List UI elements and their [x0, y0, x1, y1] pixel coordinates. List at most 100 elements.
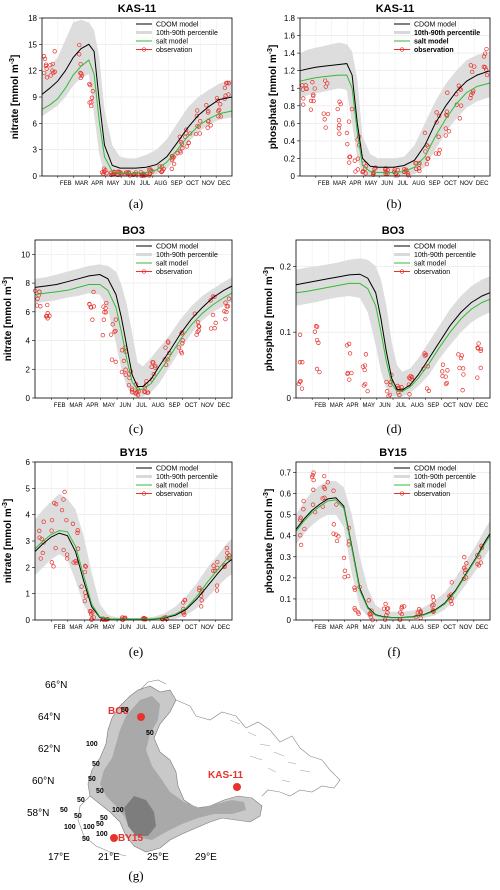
- observation-point: [296, 381, 301, 387]
- x-tick-label: DEC: [217, 625, 230, 631]
- observation-point: [443, 381, 449, 387]
- observation-point: [384, 606, 390, 611]
- x-tick-label: JUN: [379, 403, 391, 409]
- observation-point: [384, 379, 389, 385]
- y-tick-label: 18: [28, 14, 37, 23]
- observation-point: [150, 360, 155, 365]
- chart-panel-f: 0 0.1 0.2 0.3 0.4 0.5 0.6 0.7 FEB MAR APR MAY JUN JUL…: [263, 447, 491, 659]
- observation-point: [331, 522, 336, 527]
- observation-point: [352, 158, 357, 163]
- x-tick-label: FEB: [60, 181, 72, 187]
- observation-point: [337, 123, 342, 128]
- legend-label-cdom: CDOM model: [156, 466, 199, 473]
- station-marker: [233, 783, 241, 791]
- x-tick-label: JUL: [396, 625, 407, 631]
- observation-point: [422, 353, 427, 358]
- observation-point: [336, 118, 342, 123]
- observation-point: [187, 131, 193, 136]
- observation-point: [161, 166, 166, 172]
- observation-point: [90, 317, 95, 322]
- observation-point: [180, 338, 185, 343]
- observation-point: [87, 82, 93, 88]
- x-tick-label: JUN: [119, 625, 131, 631]
- x-tick-label: SEP: [169, 403, 181, 409]
- observation-point: [311, 477, 316, 483]
- observation-point: [470, 69, 475, 75]
- longitude-label: 25°E: [147, 852, 169, 863]
- observation-point: [194, 332, 199, 337]
- observation-point: [206, 108, 211, 114]
- y-tick-label: 2: [26, 365, 31, 374]
- y-tick-label: 0: [287, 616, 292, 625]
- y-tick-label: 5: [26, 484, 31, 493]
- observation-point: [399, 385, 404, 390]
- observation-point: [458, 103, 464, 108]
- legend-label-obs: observation: [414, 47, 454, 54]
- observation-point: [345, 371, 350, 377]
- observation-point: [416, 166, 422, 171]
- y-tick-label: 1.8: [284, 14, 296, 23]
- observation-point: [218, 114, 223, 119]
- observation-point: [166, 340, 171, 345]
- observation-point: [75, 528, 80, 533]
- x-tick-label: DEC: [218, 181, 231, 187]
- observation-point: [214, 583, 220, 588]
- observation-point: [341, 555, 347, 561]
- legend-label-cdom: CDOM model: [156, 22, 199, 29]
- observation-point: [50, 61, 55, 67]
- observation-point: [321, 111, 326, 116]
- x-tick-label: APR: [91, 181, 104, 187]
- y-tick-label: 10: [21, 250, 30, 259]
- x-tick-label: OCT: [185, 625, 198, 631]
- depth-label: 100: [112, 807, 124, 814]
- chart-panel-e: 0 1 2 3 4 5 6 FEB MAR APR MAY JUN JUL AUG SEP OCT NOV DEC…: [2, 447, 233, 659]
- observation-point: [362, 367, 367, 373]
- salt-model-line: [295, 499, 491, 619]
- observation-point: [300, 360, 305, 365]
- observation-point: [334, 532, 339, 537]
- y-tick-label: 12: [28, 67, 37, 76]
- finnish-coastline: [175, 699, 341, 797]
- observation-point: [180, 341, 185, 346]
- swedish-coastline: [77, 679, 167, 857]
- observation-point: [456, 83, 461, 88]
- x-tick-label: SEP: [427, 625, 439, 631]
- observation-point: [331, 488, 336, 493]
- observation-point: [413, 160, 418, 166]
- depth-label: 50: [96, 821, 104, 828]
- observation-point: [429, 603, 435, 608]
- y-tick-label: 0.1: [280, 595, 292, 604]
- chart-panel-c: 0 2 4 6 8 10 FEB MAR APR MAY JUN JUL AUG SEP OCT NOV DEC…: [2, 225, 233, 436]
- observation-point: [216, 108, 221, 114]
- x-tick-label: JUL: [396, 403, 407, 409]
- panel-caption: (e): [129, 644, 143, 659]
- observation-point: [478, 365, 483, 371]
- observation-point: [226, 556, 232, 561]
- observation-point: [214, 588, 220, 593]
- observation-point: [112, 329, 117, 334]
- observation-point: [224, 545, 230, 551]
- observation-point: [222, 564, 227, 569]
- observation-point: [83, 564, 89, 569]
- x-tick-label: JUL: [136, 625, 147, 631]
- observation-point: [476, 563, 482, 568]
- observation-point: [208, 123, 213, 128]
- observation-point: [44, 75, 50, 80]
- y-tick-label: 1.6: [284, 32, 296, 41]
- x-tick-label: JUN: [381, 181, 393, 187]
- observation-point: [312, 86, 317, 91]
- observation-point: [169, 166, 174, 171]
- observation-point: [456, 352, 461, 357]
- observation-point: [418, 610, 423, 615]
- observation-point: [87, 301, 92, 307]
- observation-point: [335, 106, 340, 112]
- observation-point: [223, 316, 228, 322]
- observation-point: [409, 377, 415, 382]
- x-tick-label: MAY: [365, 181, 378, 187]
- observation-point: [197, 585, 202, 591]
- observation-point: [393, 171, 398, 176]
- y-tick-label: 1: [26, 590, 31, 599]
- observation-point: [64, 517, 69, 523]
- observation-point: [468, 63, 473, 68]
- observation-point: [346, 542, 351, 547]
